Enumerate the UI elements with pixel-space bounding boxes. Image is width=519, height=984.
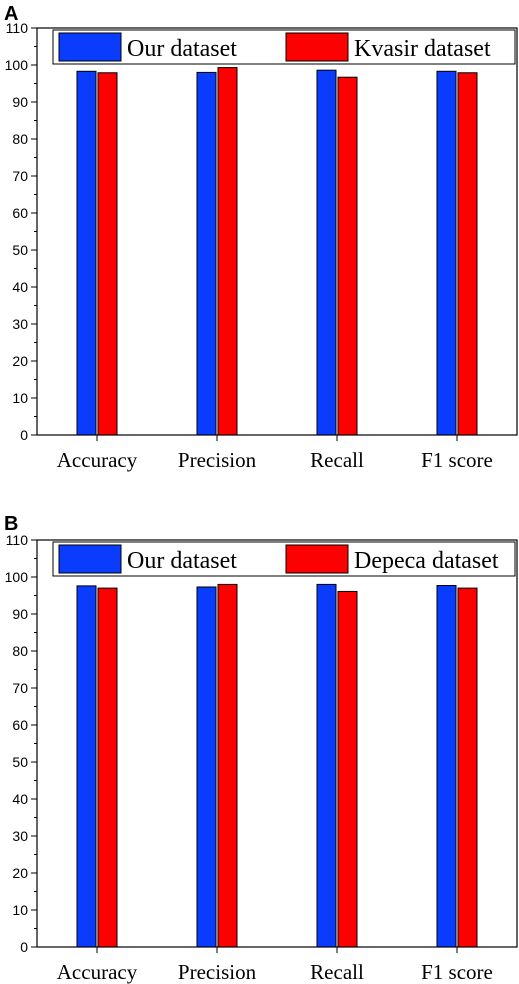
x-tick-label-accuracy: Accuracy <box>57 448 138 472</box>
x-tick-label-f1-score: F1 score <box>421 448 493 472</box>
legend-b <box>52 541 516 577</box>
panel-letter-b: B <box>4 513 18 535</box>
y-tick-label-60: 60 <box>12 717 28 733</box>
y-tick-label-100: 100 <box>5 57 29 73</box>
bar-b-ours-precision <box>196 586 217 948</box>
bar-a-ours-accuracy <box>76 70 97 436</box>
y-tick-label-0: 0 <box>20 939 28 955</box>
y-tick-label-40: 40 <box>12 791 28 807</box>
y-tick-label-30: 30 <box>12 316 28 332</box>
x-tick-label-recall: Recall <box>310 448 364 472</box>
y-tick-label-40: 40 <box>12 279 28 295</box>
legend-a <box>52 29 516 65</box>
plot-area-a: Accuracy Precision Recall F1 score 0 10 20 30 40… <box>5 20 518 472</box>
legend-swatch-a-1 <box>285 32 349 62</box>
x-tick-label-f1-score: F1 score <box>421 960 493 984</box>
y-tick-label-10: 10 <box>12 390 28 406</box>
y-tick-label-20: 20 <box>12 865 28 881</box>
x-tick-label-precision: Precision <box>178 448 257 472</box>
y-tick-label-70: 70 <box>12 168 28 184</box>
legend-swatch-b-1 <box>285 544 349 574</box>
y-tick-label-30: 30 <box>12 828 28 844</box>
bar-a-ours-f1-score <box>436 70 457 436</box>
y-tick-label-70: 70 <box>12 680 28 696</box>
bar-b-other-recall <box>337 590 358 948</box>
y-tick-label-60: 60 <box>12 205 28 221</box>
x-tick-label-recall: Recall <box>310 960 364 984</box>
legend-swatch-a-0 <box>58 32 122 62</box>
bar-a-other-precision <box>217 67 238 436</box>
y-tick-label-90: 90 <box>12 606 28 622</box>
y-tick-label-90: 90 <box>12 94 28 110</box>
y-tick-label-110: 110 <box>6 532 29 548</box>
x-tick-label-accuracy: Accuracy <box>57 960 138 984</box>
y-tick-label-50: 50 <box>12 242 28 258</box>
bar-b-other-f1-score <box>457 587 478 948</box>
bar-a-other-recall <box>337 76 358 436</box>
x-tick-label-precision: Precision <box>178 960 257 984</box>
panel-a: A Accuracy Precision Recall F1 score 0 10 20 30… <box>4 3 518 472</box>
bar-a-other-accuracy <box>97 72 118 436</box>
bar-a-other-f1-score <box>457 72 478 436</box>
legend-label-a-0: Our dataset <box>127 36 237 62</box>
bar-a-ours-recall <box>316 69 337 436</box>
y-tick-label-100: 100 <box>5 569 29 585</box>
y-tick-label-50: 50 <box>12 754 28 770</box>
y-tick-label-10: 10 <box>12 902 28 918</box>
panel-b: B Accuracy Precision Recall F1 score 0 10 20 30… <box>4 513 518 984</box>
bar-b-other-accuracy <box>97 587 118 948</box>
bar-b-ours-recall <box>316 583 337 948</box>
panel-letter-a: A <box>4 3 18 25</box>
legend-swatch-b-0 <box>58 544 122 574</box>
y-tick-label-80: 80 <box>12 131 28 147</box>
bar-a-ours-precision <box>196 71 217 436</box>
plot-area-b: Accuracy Precision Recall F1 score 0 10 20 30 40… <box>5 532 518 984</box>
y-tick-label-0: 0 <box>20 427 28 443</box>
legend-label-b-0: Our dataset <box>127 548 237 574</box>
y-tick-label-20: 20 <box>12 353 28 369</box>
y-tick-label-110: 110 <box>6 20 29 36</box>
legend-label-b-1: Depeca dataset <box>354 548 499 574</box>
bar-b-other-precision <box>217 583 238 948</box>
legend-label-a-1: Kvasir dataset <box>354 36 491 62</box>
bar-b-ours-accuracy <box>76 585 97 948</box>
y-tick-label-80: 80 <box>12 643 28 659</box>
bar-b-ours-f1-score <box>436 585 457 948</box>
